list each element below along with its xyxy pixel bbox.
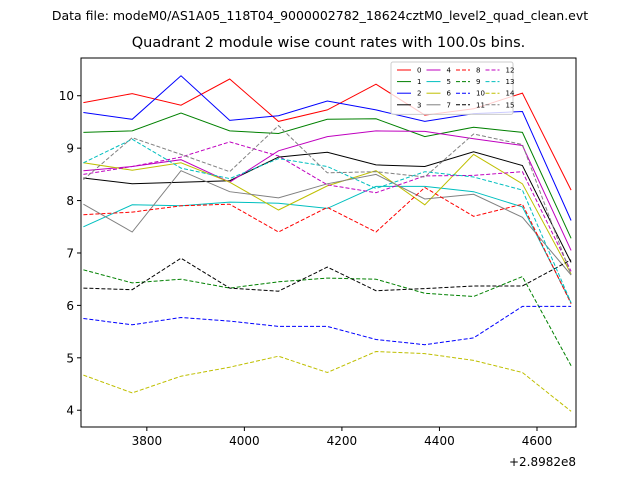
y-tick-label: 9 xyxy=(66,142,74,156)
series-line-14 xyxy=(83,350,572,412)
series-line-11 xyxy=(83,257,572,292)
legend-label-4: 4 xyxy=(447,67,452,75)
y-tick-label: 8 xyxy=(66,194,74,208)
y-tick-label: 7 xyxy=(66,246,74,260)
legend-label-1: 1 xyxy=(417,78,421,86)
legend-label-12: 12 xyxy=(506,67,515,75)
x-tick-label: 3800 xyxy=(132,434,163,448)
legend-box xyxy=(390,61,514,115)
series-line-4 xyxy=(83,130,572,251)
legend-label-0: 0 xyxy=(417,67,421,75)
x-tick-label: 4000 xyxy=(229,434,260,448)
legend-label-15: 15 xyxy=(506,101,515,109)
legend-label-8: 8 xyxy=(476,67,480,75)
series-line-15 xyxy=(83,124,572,276)
x-tick-label: 4600 xyxy=(522,434,553,448)
legend-label-9: 9 xyxy=(476,78,480,86)
chart-title: Quadrant 2 module wise count rates with … xyxy=(131,35,526,51)
y-tick-label: 10 xyxy=(59,89,74,103)
y-tick-label: 5 xyxy=(66,351,74,365)
series-layer xyxy=(83,75,572,412)
x-tick-label: 4400 xyxy=(424,434,455,448)
figure-suptitle: Data file: modeM0/AS1A05_118T04_90000027… xyxy=(51,8,589,23)
legend-label-2: 2 xyxy=(417,90,421,98)
legend-label-10: 10 xyxy=(476,90,485,98)
y-axis: 4 5 6 7 8 9 10 xyxy=(59,89,81,418)
legend-label-14: 14 xyxy=(506,90,515,98)
legend-label-5: 5 xyxy=(447,78,451,86)
x-tick-label: 4200 xyxy=(327,434,358,448)
x-axis: 3800 4000 4200 4400 4600 xyxy=(132,427,553,448)
series-line-13 xyxy=(83,138,572,303)
x-axis-offset-label: +2.8982e8 xyxy=(509,455,576,469)
plot-frame xyxy=(80,57,577,428)
series-line-10 xyxy=(83,305,572,346)
series-line-8 xyxy=(83,186,572,305)
series-line-7 xyxy=(83,170,572,276)
series-line-6 xyxy=(83,153,572,275)
legend-label-11: 11 xyxy=(476,101,485,109)
legend-label-6: 6 xyxy=(447,90,452,98)
legend-label-3: 3 xyxy=(417,101,421,109)
series-line-12 xyxy=(83,141,572,272)
legend-label-7: 7 xyxy=(447,101,451,109)
series-line-3 xyxy=(83,151,572,263)
legend-label-13: 13 xyxy=(506,78,515,86)
y-tick-label: 4 xyxy=(66,404,74,418)
y-tick-label: 6 xyxy=(66,299,74,313)
series-line-1 xyxy=(83,112,572,239)
series-line-5 xyxy=(83,185,572,304)
series-line-9 xyxy=(83,269,572,366)
